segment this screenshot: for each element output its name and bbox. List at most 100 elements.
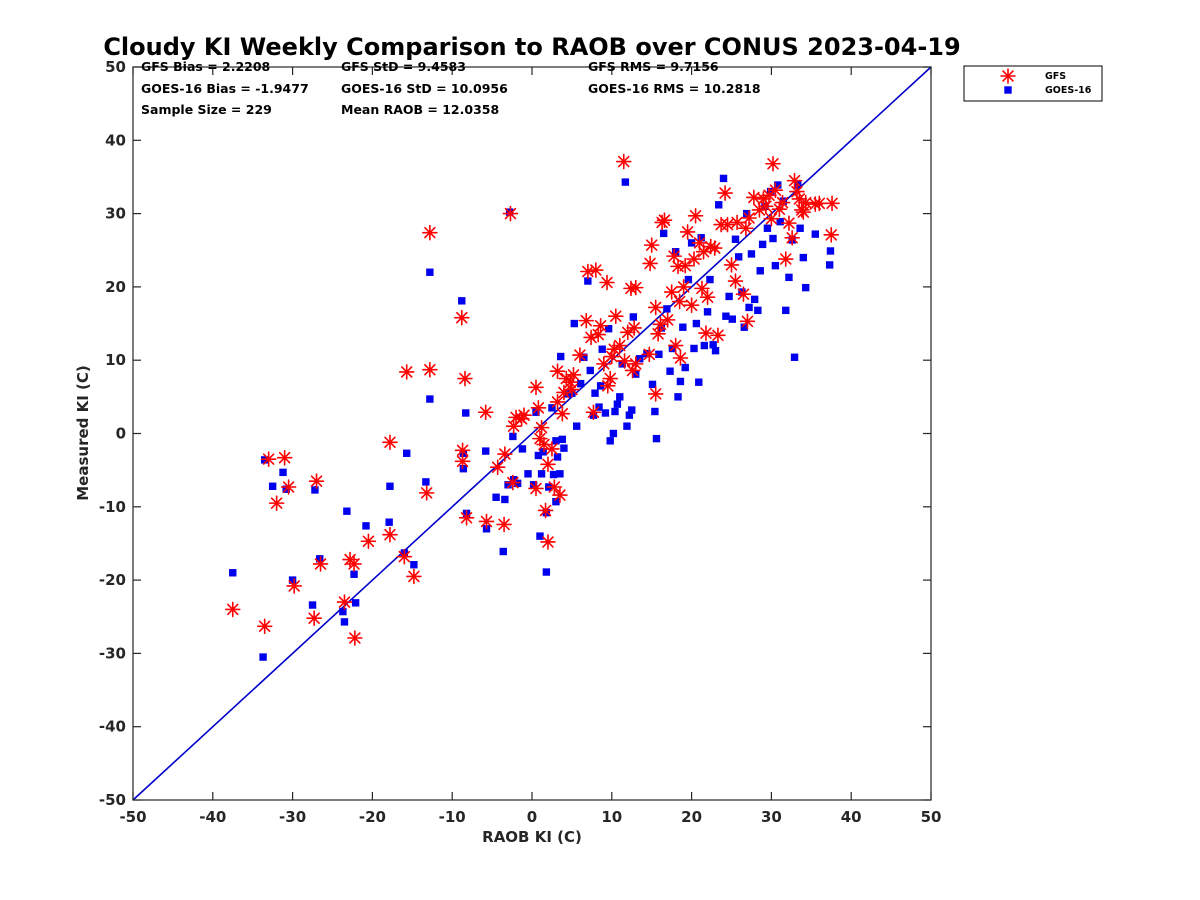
gfs-point [763, 210, 780, 227]
goes16-point [679, 323, 687, 331]
goes16-point [584, 277, 592, 285]
gfs-point [590, 326, 607, 343]
goes16-point [509, 432, 517, 441]
gfs-point [717, 185, 733, 201]
goes16-point [529, 481, 538, 489]
gfs-point [765, 155, 781, 172]
goes16-point [536, 532, 544, 540]
goes16-point [690, 344, 698, 353]
gfs-point [540, 456, 556, 473]
gfs-point [650, 326, 666, 342]
goes16-point [591, 389, 599, 397]
goes16-point [570, 319, 578, 328]
gfs-point [647, 386, 664, 402]
gfs-point [602, 370, 619, 387]
stat-sample-size: Sample Size = 229 [141, 102, 272, 117]
gfs-point [454, 453, 471, 470]
x-tick-label: -20 [359, 808, 386, 826]
gfs-point [537, 502, 554, 519]
gfs-point [453, 309, 470, 326]
gfs-point [642, 255, 658, 272]
goes16-point [279, 468, 287, 477]
goes16-point [339, 607, 347, 616]
goes16-point [385, 518, 393, 526]
gfs-point [422, 361, 438, 378]
goes16-point [501, 495, 509, 504]
goes16-point [799, 253, 808, 262]
gfs-point [719, 216, 736, 233]
goes16-point [586, 366, 594, 375]
gfs-point [516, 407, 532, 423]
goes16-point [666, 367, 674, 375]
gfs-point [627, 356, 644, 372]
x-tick-label: 40 [841, 808, 862, 826]
y-tick-label: -10 [99, 498, 126, 516]
gfs-point [603, 348, 620, 365]
y-tick-label: 50 [105, 58, 126, 76]
gfs-point [286, 578, 302, 594]
x-tick-label: -50 [119, 808, 146, 826]
gfs-point [675, 279, 692, 295]
y-tick-label: 10 [105, 351, 126, 369]
goes16-point [576, 379, 585, 388]
gfs-point [540, 534, 556, 550]
goes16-point [715, 201, 723, 209]
goes16-point [785, 273, 793, 282]
goes16-point [747, 250, 756, 258]
goes16-point [340, 618, 349, 626]
goes16-point [655, 350, 663, 359]
gfs-point [710, 327, 726, 344]
gfs-point [268, 495, 285, 511]
goes16-point [687, 239, 696, 247]
y-tick-label: 30 [105, 205, 126, 223]
goes16-point [756, 267, 764, 275]
goes16-point [532, 408, 540, 416]
legend: GFS GOES-16 [963, 65, 1103, 102]
legend-gfs-asterisk [1000, 68, 1016, 84]
goes16-point [609, 429, 618, 438]
goes16-point [826, 247, 835, 255]
gfs-point [477, 404, 494, 421]
goes16-point [552, 437, 560, 445]
goes16-point [560, 444, 568, 452]
goes16-point [629, 313, 638, 321]
gfs-point [786, 172, 803, 189]
gfs-point [398, 364, 415, 380]
goes16-point [671, 248, 680, 256]
goes16-point [731, 235, 740, 243]
goes16-point [681, 363, 689, 372]
goes16-point [458, 297, 466, 305]
goes16-point [553, 453, 562, 461]
goes16-point [706, 275, 714, 284]
goes16-point [604, 324, 613, 333]
goes16-point [695, 378, 703, 386]
gfs-point [224, 601, 241, 618]
stat-mean-raob: Mean RAOB = 12.0358 [341, 102, 499, 117]
y-tick-label: -50 [99, 791, 126, 809]
y-tick-label: 20 [105, 278, 126, 296]
goes16-point [782, 306, 790, 315]
gfs-point [528, 379, 544, 396]
goes16-point [557, 352, 565, 361]
x-tick-label: -10 [439, 808, 466, 826]
gfs-point [496, 516, 512, 533]
gfs-series [224, 153, 840, 646]
y-tick-label: 40 [105, 131, 126, 149]
goes16-point [504, 481, 512, 489]
y-tick-label: -20 [99, 571, 126, 589]
gfs-point [578, 312, 595, 329]
gfs-point [746, 189, 762, 206]
goes16-point [410, 561, 418, 569]
gfs-point [687, 207, 704, 224]
gfs-point [418, 485, 435, 501]
gfs-point [336, 594, 353, 610]
gfs-point [615, 153, 632, 170]
goes16-point [745, 303, 753, 312]
gfs-point [346, 556, 362, 572]
stat-goes16-std: GOES-16 StD = 10.0956 [341, 81, 508, 96]
stat-gfs-std: GFS StD = 9.4583 [341, 59, 466, 74]
gfs-point [360, 533, 377, 550]
gfs-point [382, 434, 398, 451]
goes16-point [259, 653, 267, 661]
goes16-point [811, 230, 819, 238]
